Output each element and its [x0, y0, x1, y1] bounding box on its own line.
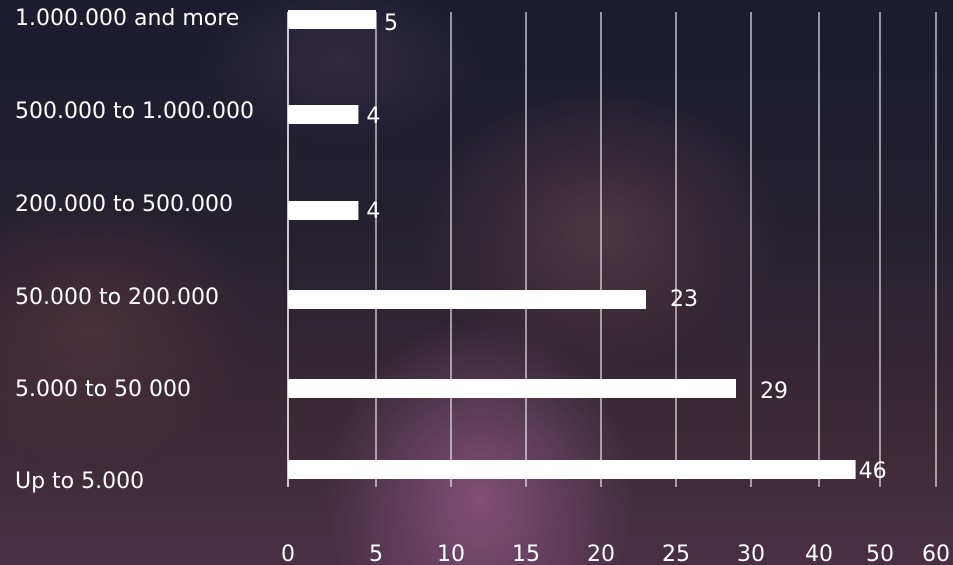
bar: [288, 460, 856, 479]
category-label: 200.000 to 500.000: [15, 192, 233, 217]
category-labels: 1.000.000 and more 500.000 to 1.000.000 20…: [15, 6, 254, 494]
x-tick-label: 0: [281, 542, 295, 565]
x-tick-label: 30: [737, 542, 765, 565]
category-label: 1.000.000 and more: [15, 6, 239, 31]
bar: [288, 290, 646, 309]
value-labels: 5 4 4 23 29 46: [366, 11, 886, 484]
category-label: 50.000 to 200.000: [15, 285, 219, 310]
bars: [288, 10, 856, 479]
category-label: Up to 5.000: [15, 469, 144, 494]
bar: [288, 10, 376, 29]
data-label: 4: [366, 199, 380, 224]
category-label: 500.000 to 1.000.000: [15, 99, 254, 124]
x-tick-label: 10: [437, 542, 465, 565]
x-tick-labels: 0 5 10 15 20 25 30 40 50 60: [281, 542, 950, 565]
x-tick-label: 25: [662, 542, 690, 565]
x-tick-label: 15: [512, 542, 540, 565]
data-label: 29: [760, 379, 788, 404]
x-tick-label: 5: [369, 542, 383, 565]
x-tick-label: 40: [805, 542, 833, 565]
data-label: 46: [859, 459, 887, 484]
grid-lines: [287, 12, 937, 487]
x-tick-label: 60: [922, 542, 950, 565]
category-label: 5.000 to 50 000: [15, 377, 191, 402]
x-tick-label: 20: [587, 542, 615, 565]
data-label: 5: [384, 11, 398, 36]
bar: [288, 379, 736, 398]
data-label: 4: [366, 104, 380, 129]
data-label: 23: [670, 287, 698, 312]
x-tick-label: 50: [866, 542, 894, 565]
bar: [288, 105, 359, 124]
bar: [288, 201, 359, 220]
